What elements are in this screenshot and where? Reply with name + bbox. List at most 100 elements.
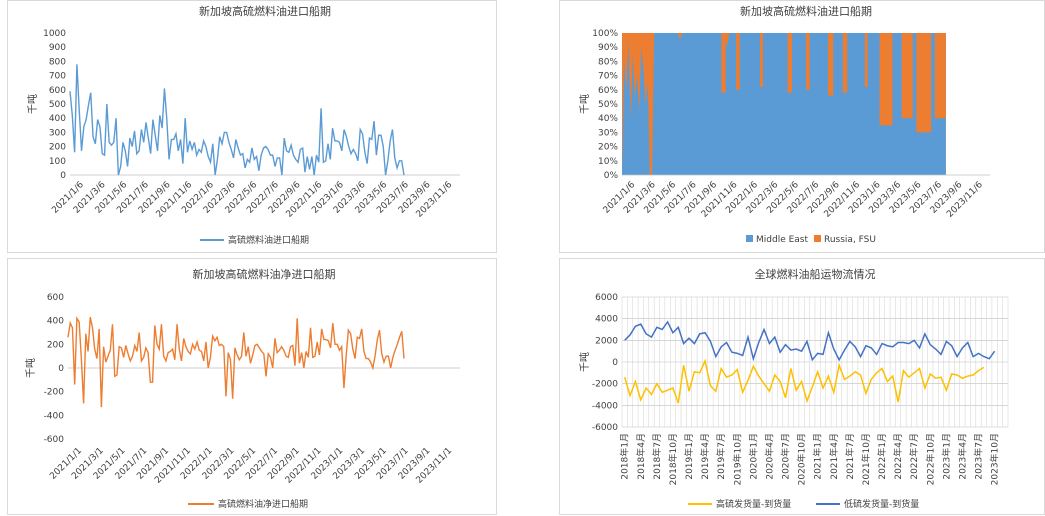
y-tick-label: 500 (49, 100, 66, 110)
chart-title: 新加坡高硫燃料油进口船期 (740, 4, 872, 18)
legend-swatch-middle-east (746, 235, 753, 242)
x-tick-label: 2019年10月 (731, 433, 743, 485)
chart-panel-singapore-hsfo-net-imports: 新加坡高硫燃料油净进口船期 千吨 -600 -400 -200 0 200 400 600 202… (7, 258, 497, 515)
x-tick-label: 2022年1月 (876, 433, 888, 480)
x-tick-label: 2022年4月 (892, 433, 904, 480)
legend-label-middle-east: Middle East (756, 235, 808, 245)
y-tick-label: 0 (612, 358, 618, 368)
x-tick-label: 2021年1月 (812, 433, 824, 480)
x-tick-label: 2023年10月 (989, 433, 1001, 485)
y-tick-label: 100% (592, 29, 618, 39)
x-tick-label: 2018年7月 (651, 433, 663, 480)
series-area-russia-fsu-segment (806, 33, 810, 90)
y-axis-label: 千吨 (578, 352, 591, 372)
y-tick-label: 0 (58, 364, 64, 374)
y-tick-label: 200 (47, 340, 64, 350)
chart-panel-singapore-hsfo-origin-share: 新加坡高硫燃料油进口船期千吨 0% 10% 20% 30% 40% 50% 60% 70% 80%… (559, 0, 1045, 253)
x-tick-label: 2020年10月 (796, 433, 808, 485)
x-tick-label: 2018年1月 (619, 433, 631, 480)
legend-label-russia-fsu: Russia, FSU (824, 235, 876, 245)
y-tick-label: 100 (49, 157, 66, 167)
y-tick-label: 600 (47, 293, 64, 303)
series-area-russia-fsu-segment (934, 33, 946, 119)
series-area-russia-fsu-segment (736, 33, 740, 90)
y-tick-label: 50% (598, 100, 618, 110)
x-tick-label: 2021年10月 (860, 433, 872, 485)
y-tick-label: 700 (49, 72, 66, 82)
x-tick-label: 2018年4月 (635, 433, 647, 480)
y-tick-label: 0% (604, 171, 619, 181)
y-axis-label: 千吨 (578, 94, 591, 114)
series-line-lsfo-balance (624, 320, 996, 362)
x-tick-label: 2023年7月 (973, 433, 985, 480)
y-tick-label: 1000 (43, 29, 66, 39)
series-area-russia-fsu-segment (787, 33, 793, 93)
series-area-russia-fsu-segment (879, 33, 893, 126)
y-tick-label: 2000 (595, 336, 618, 346)
legend-label: 高硫燃料油净进口船期 (218, 498, 308, 510)
x-tick-label: 2023年1月 (940, 433, 952, 480)
y-tick-label: -2000 (592, 380, 618, 390)
y-tick-label: 200 (49, 143, 66, 153)
legend-label-hsfo: 高硫发货量-到货量 (716, 498, 791, 510)
y-tick-label: 60% (598, 86, 618, 96)
x-tick-label: 2019年7月 (715, 433, 727, 480)
y-tick-label: -6000 (592, 423, 618, 433)
chart-singapore-hsfo-net-imports: 新加坡高硫燃料油净进口船期千吨-600-400-2000200400600202… (24, 267, 460, 510)
y-tick-label: 4000 (595, 315, 618, 325)
y-tick-label: 10% (598, 157, 618, 167)
x-tick-label: 2020年7月 (780, 433, 792, 480)
y-tick-label: 80% (598, 57, 618, 67)
chart-panel-singapore-hsfo-imports: 新加坡高硫燃料油进口船期千吨 0 100 200 300 400 500 600 700 800 9… (7, 0, 497, 253)
y-tick-label: 300 (49, 128, 66, 138)
x-tick-label: 2019年4月 (699, 433, 711, 480)
y-tick-label: -4000 (592, 401, 618, 411)
y-tick-label: 40% (598, 114, 618, 124)
series-line-hsfo-balance (623, 358, 985, 404)
chart-title: 全球燃料油船运物流情况 (755, 267, 876, 281)
x-tick-label: 2018年10月 (667, 433, 679, 485)
series-area-russia-fsu-segment (901, 33, 913, 119)
y-tick-label: 800 (49, 57, 66, 67)
y-tick-label: 400 (49, 114, 66, 124)
x-tick-label: 2022年10月 (924, 433, 936, 485)
series-line-hsfo-imports (69, 64, 405, 176)
chart-panel-global-fuel-oil-logistics: 全球燃料油船运物流情况千吨 -6000 -4000 -2000 0 2000 4000 600… (559, 258, 1045, 515)
y-tick-label: 900 (49, 43, 66, 53)
x-tick-label: 2021年4月 (828, 433, 840, 480)
y-tick-label: -200 (44, 388, 65, 398)
x-tick-label: 2020年4月 (763, 433, 775, 480)
legend-label: 高硫燃料油进口船期 (228, 234, 309, 246)
series-area-russia-fsu-segment (864, 33, 868, 87)
y-tick-label: 30% (598, 128, 618, 138)
y-tick-label: 20% (598, 143, 618, 153)
y-tick-label: -400 (44, 411, 65, 421)
y-axis-label: 千吨 (26, 94, 39, 114)
x-tick-label: 2021年7月 (844, 433, 856, 480)
x-tick-label: 2019年1月 (683, 433, 695, 480)
y-tick-label: 0 (60, 171, 66, 181)
x-tick-label: 2023年4月 (956, 433, 968, 480)
y-tick-label: 90% (598, 43, 618, 53)
x-tick-label: 2022年7月 (908, 433, 920, 480)
series-area-russia-fsu-segment (828, 33, 834, 96)
y-tick-label: 70% (598, 72, 618, 82)
series-area-russia-fsu-segment (760, 33, 763, 87)
y-tick-label: 600 (49, 86, 66, 96)
series-area-middle-east (622, 33, 946, 175)
series-line-hsfo-net-imports (67, 315, 405, 408)
y-axis-label: 千吨 (24, 358, 37, 378)
y-tick-label: -600 (44, 435, 65, 445)
y-tick-label: 6000 (595, 293, 618, 303)
legend-swatch-russia-fsu (814, 235, 821, 242)
x-tick-label: 2020年1月 (747, 433, 759, 480)
series-area-russia-fsu-segment (721, 33, 726, 93)
series-area-russia-fsu-segment (916, 33, 932, 133)
chart-title: 新加坡高硫燃料油净进口船期 (193, 267, 336, 281)
chart-title: 新加坡高硫燃料油进口船期 (199, 4, 331, 18)
legend-label-lsfo: 低硫发货量-到货量 (844, 498, 919, 510)
series-area-russia-fsu-segment (842, 33, 848, 93)
